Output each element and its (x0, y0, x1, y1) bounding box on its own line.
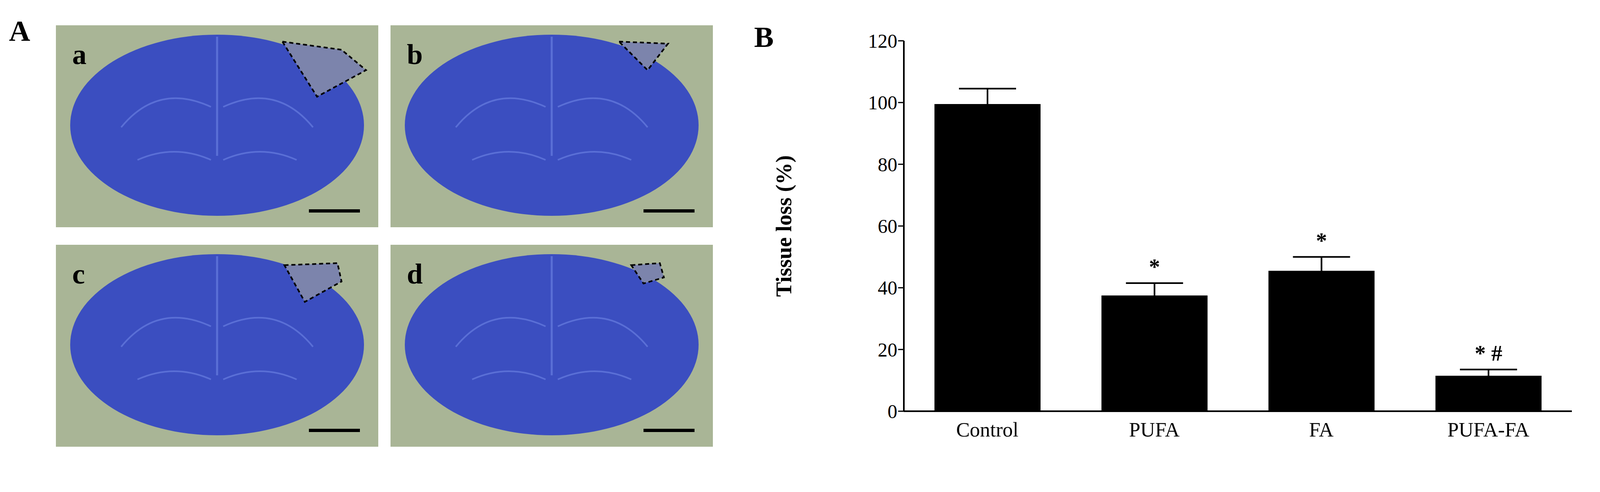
svg-text:120: 120 (867, 30, 898, 52)
html-text:B: B (754, 20, 774, 54)
svg-text:* #: * # (1474, 341, 1503, 366)
svg-text:60: 60 (877, 215, 898, 238)
svg-text:PUFA: PUFA (1129, 418, 1180, 442)
svg-text:a: a (72, 38, 87, 71)
svg-text:0: 0 (887, 400, 898, 423)
svg-text:FA: FA (1309, 418, 1334, 442)
svg-text:Control: Control (956, 418, 1019, 442)
svg-text:40: 40 (877, 277, 898, 299)
svg-text:*: * (1149, 254, 1161, 280)
svg-text:20: 20 (877, 339, 898, 361)
svg-text:Tissue loss (%): Tissue loss (%) (771, 155, 797, 297)
svg-text:80: 80 (877, 153, 898, 176)
svg-text:d: d (406, 258, 423, 290)
svg-text:*: * (1315, 228, 1328, 253)
svg-text:c: c (72, 258, 85, 290)
svg-text:A: A (8, 14, 31, 48)
svg-text:100: 100 (867, 91, 898, 114)
svg-text:PUFA-FA: PUFA-FA (1447, 418, 1530, 442)
svg-text:b: b (406, 38, 423, 71)
